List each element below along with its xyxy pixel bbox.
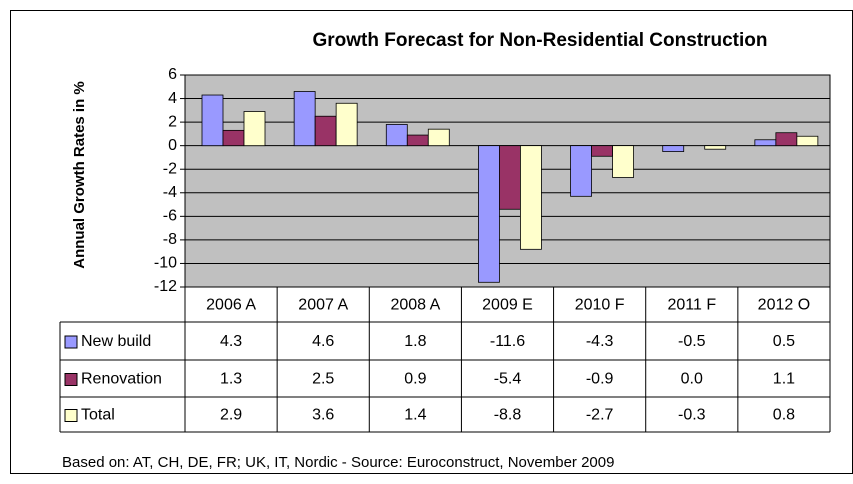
chart-title: Growth Forecast for Non-Residential Cons… xyxy=(313,30,768,51)
table-value: 0.5 xyxy=(773,333,795,350)
table-value: -0.5 xyxy=(678,333,706,350)
bar xyxy=(314,115,337,147)
y-tick-label: -4 xyxy=(163,184,177,201)
legend-key xyxy=(64,373,78,386)
table-value: -2.7 xyxy=(586,407,614,424)
table-value: 1.3 xyxy=(220,371,242,388)
table-value: 1.4 xyxy=(404,407,426,424)
bar xyxy=(243,111,266,147)
y-tick-label: -6 xyxy=(163,208,177,225)
y-tick-label: -8 xyxy=(163,231,177,248)
x-tick-label: 2011 F xyxy=(667,297,716,314)
bar xyxy=(591,145,613,157)
x-tick-label: 2012 O xyxy=(758,297,810,314)
table-value: 0.8 xyxy=(773,407,795,424)
y-axis-label: Annual Growth Rates in % xyxy=(71,81,88,269)
legend-key xyxy=(64,409,78,422)
bar xyxy=(570,145,592,197)
footnote: Based on: AT, CH, DE, FR; UK, IT, Nordic… xyxy=(62,454,614,471)
bar xyxy=(612,145,634,178)
y-tick-label: -10 xyxy=(154,255,177,272)
table-value: 2.5 xyxy=(312,371,334,388)
bar xyxy=(754,139,777,147)
bar xyxy=(662,145,685,152)
x-tick-label: 2007 A xyxy=(298,297,348,314)
y-tick-label: 0 xyxy=(168,137,177,154)
legend-label: Total xyxy=(81,407,115,424)
bar xyxy=(427,128,450,147)
table-value: 1.1 xyxy=(773,371,795,388)
bar xyxy=(293,91,316,147)
y-tick-label: 6 xyxy=(168,66,177,83)
bar xyxy=(385,124,408,147)
bar xyxy=(335,102,358,147)
bar xyxy=(499,145,521,210)
table-value: -5.4 xyxy=(494,371,522,388)
x-tick-label: 2009 E xyxy=(482,297,533,314)
table-value: 4.6 xyxy=(312,333,334,350)
table-value: 1.8 xyxy=(404,333,426,350)
bar xyxy=(201,94,224,147)
table-value: -8.8 xyxy=(494,407,522,424)
table-value: -0.9 xyxy=(586,371,614,388)
table-value: 0.0 xyxy=(681,371,703,388)
legend-label: New build xyxy=(81,333,151,350)
bar xyxy=(704,145,727,150)
x-tick-label: 2008 A xyxy=(390,297,440,314)
legend-label: Renovation xyxy=(81,371,162,388)
table-value: 4.3 xyxy=(220,333,242,350)
x-tick-label: 2010 F xyxy=(575,297,625,314)
bar xyxy=(478,145,500,283)
table-value: 2.9 xyxy=(220,407,242,424)
y-tick-label: -12 xyxy=(154,278,177,295)
bar xyxy=(796,135,819,147)
bar xyxy=(775,132,798,147)
table-value: -4.3 xyxy=(586,333,614,350)
y-tick-label: 2 xyxy=(168,113,177,130)
y-tick-label: 4 xyxy=(168,90,177,107)
x-tick-label: 2006 A xyxy=(206,297,256,314)
table-value: -11.6 xyxy=(490,333,525,350)
bar xyxy=(406,134,429,147)
bar xyxy=(520,145,542,250)
table-value: 3.6 xyxy=(312,407,334,424)
table-value: -0.3 xyxy=(678,407,706,424)
bar xyxy=(222,129,245,147)
legend-key xyxy=(64,335,78,349)
y-tick-label: -2 xyxy=(163,160,177,177)
table-value: 0.9 xyxy=(404,371,426,388)
